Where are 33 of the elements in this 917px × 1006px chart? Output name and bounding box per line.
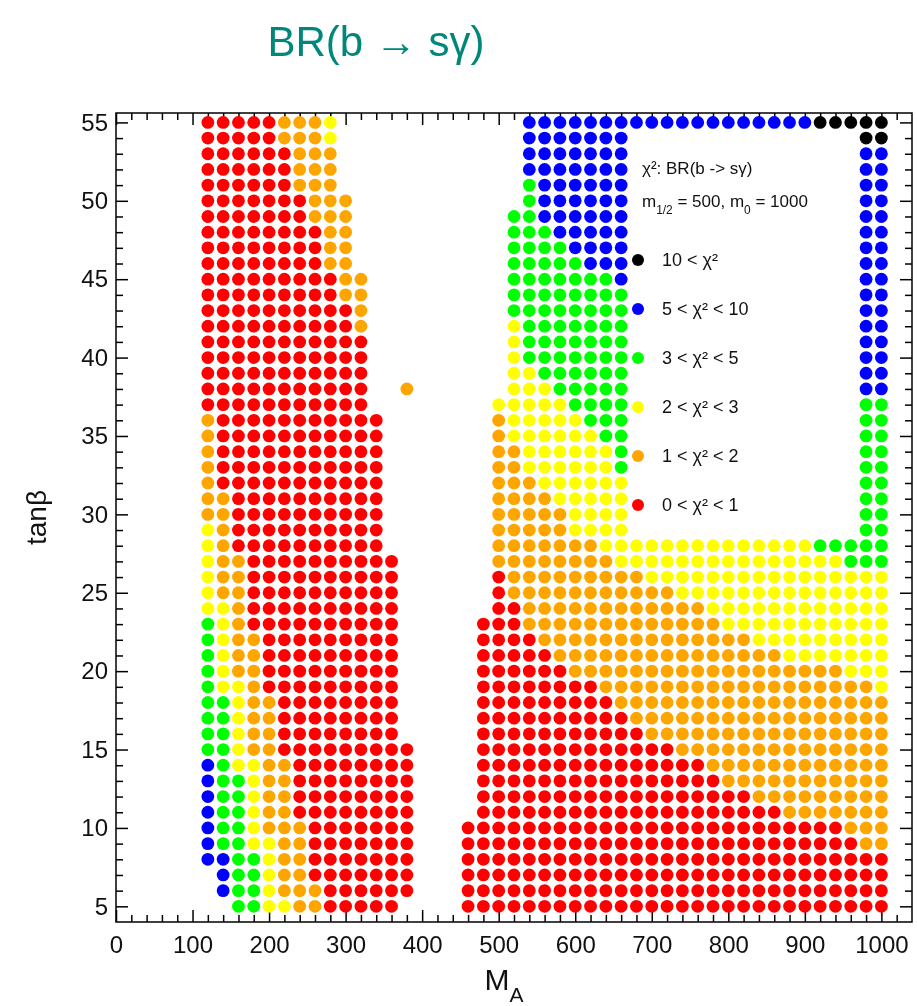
y-tick-label: 50 bbox=[81, 186, 108, 214]
legend-label: 3 < χ² < 5 bbox=[662, 348, 739, 368]
x-tick-label: 200 bbox=[249, 931, 290, 959]
x-tick-label: 300 bbox=[326, 931, 367, 959]
legend-label: 1 < χ² < 2 bbox=[662, 446, 739, 466]
y-tick-label: 45 bbox=[81, 265, 108, 293]
x-tick-label: 400 bbox=[402, 931, 443, 959]
y-tick-label: 10 bbox=[81, 814, 108, 842]
y-tick-label: 55 bbox=[81, 108, 108, 136]
y-tick-label: 35 bbox=[81, 422, 108, 450]
x-axis-title: M$_{A}$ bbox=[484, 963, 524, 1006]
x-tick-label: 700 bbox=[632, 931, 673, 959]
x-tick-label: 500 bbox=[479, 931, 520, 959]
chart-title: BR(b → sγ) bbox=[267, 18, 485, 65]
legend-label: 2 < χ² < 3 bbox=[662, 397, 739, 417]
legend-label: 5 < χ² < 10 bbox=[662, 299, 749, 319]
y-tick-label: 5 bbox=[94, 892, 108, 920]
y-tick-label: 20 bbox=[81, 657, 108, 685]
y-tick-label: 15 bbox=[81, 735, 108, 763]
x-tick-label: 0 bbox=[109, 931, 124, 959]
y-tick-label: 30 bbox=[81, 500, 108, 528]
x-tick-label: 1000 bbox=[855, 931, 909, 959]
x-tick-label: 100 bbox=[173, 931, 214, 959]
x-tick-label: 900 bbox=[785, 931, 826, 959]
legend-title: χ²: BR(b -> sγ) bbox=[642, 159, 753, 178]
legend-label: 0 < χ² < 1 bbox=[662, 495, 739, 515]
x-tick-label: 600 bbox=[555, 931, 596, 959]
y-tick-label: 40 bbox=[81, 343, 108, 371]
x-tick-label: 800 bbox=[708, 931, 749, 959]
legend-label: 10 < χ² bbox=[662, 250, 718, 270]
annotation: m$_{1/2}$ = 500, m$_{0}$ = 1000 bbox=[642, 192, 808, 217]
y-axis-title: tanβ bbox=[21, 489, 52, 546]
y-tick-label: 25 bbox=[81, 578, 108, 606]
